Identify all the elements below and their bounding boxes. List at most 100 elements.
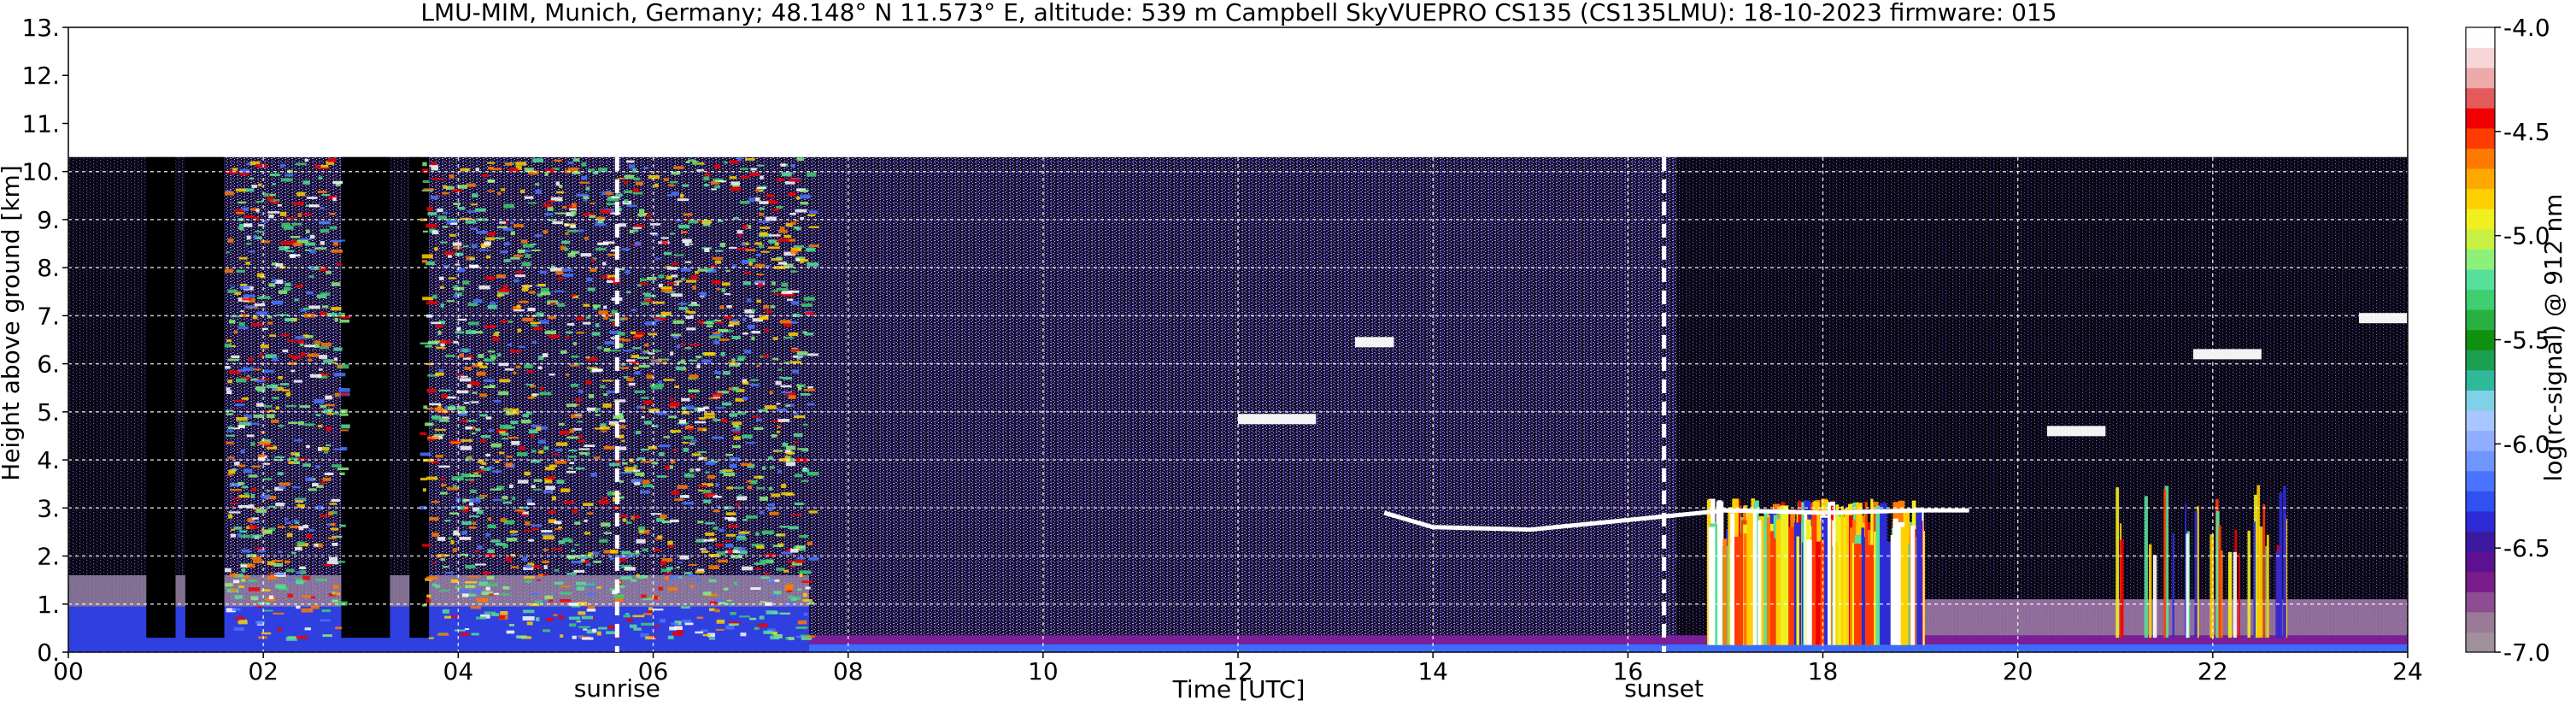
- cloud-speck: [716, 505, 721, 508]
- cloud-speck: [644, 295, 657, 297]
- cloud-speck: [729, 463, 737, 468]
- cloud-speck: [725, 533, 736, 537]
- cloud-speck: [772, 281, 776, 285]
- cloud-speck: [310, 596, 316, 599]
- cloud-speck: [327, 157, 337, 162]
- cloud-speck: [232, 497, 240, 500]
- cloud-speck: [430, 195, 438, 200]
- cloud-speck: [640, 490, 650, 494]
- cloud-speck: [240, 310, 244, 313]
- x-tick-label: 12: [1223, 657, 1253, 685]
- cloud-speck: [290, 452, 300, 456]
- cloud-speck: [759, 201, 769, 204]
- cloud-speck: [421, 544, 431, 547]
- colorbar: -4.0-4.5-5.0-5.5-6.0-6.5-7.0: [2465, 14, 2550, 667]
- cloud-speck: [251, 556, 261, 561]
- cloud-speck: [320, 164, 329, 168]
- cloud-speck: [568, 603, 579, 606]
- cloud-speck: [292, 355, 302, 360]
- cloud-speck: [249, 521, 261, 523]
- cloud-speck: [787, 298, 794, 301]
- cloud-speck: [455, 263, 461, 266]
- cloud-speck: [674, 621, 682, 626]
- cloud-speck: [329, 226, 337, 230]
- cloud-speck: [238, 327, 249, 330]
- cloud-speck: [792, 355, 803, 358]
- cloud-speck: [745, 225, 752, 229]
- cloud-speck: [522, 556, 528, 562]
- cloud-speck: [732, 388, 741, 391]
- cloud-speck: [241, 207, 249, 211]
- cloud-speck: [725, 269, 731, 273]
- cloud-speck: [293, 519, 298, 523]
- cloud-speck: [758, 244, 764, 249]
- cloud-column: [1796, 536, 1799, 645]
- cloud-speck: [228, 344, 236, 348]
- cloud-speck: [653, 595, 658, 600]
- cloud-speck: [431, 415, 441, 419]
- cloud-speck: [224, 343, 232, 348]
- cloud-speck: [689, 374, 699, 379]
- cloud-speck: [608, 421, 619, 425]
- cloud-speck: [786, 548, 792, 552]
- cloud-speck: [783, 569, 789, 573]
- cloud-speck: [232, 168, 238, 171]
- y-axis-label: Height above ground [km]: [0, 165, 25, 481]
- cloud-speck: [776, 288, 789, 291]
- cloud-speck: [631, 515, 635, 521]
- cloud-speck: [807, 541, 813, 545]
- cloud-speck: [458, 505, 467, 510]
- cloud-speck: [441, 416, 449, 419]
- cloud-speck: [246, 434, 255, 438]
- cloud-speck: [602, 262, 607, 266]
- cloud-speck: [606, 190, 612, 193]
- cloud-speck: [515, 271, 524, 274]
- cloud-speck: [241, 568, 246, 573]
- colorbar-segment: [2466, 410, 2495, 432]
- cloud-speck: [238, 504, 249, 509]
- cloud-speck: [230, 588, 237, 591]
- cloud-speck: [266, 597, 276, 602]
- cloud-speck: [330, 527, 339, 531]
- cloud-speck: [483, 385, 495, 388]
- cloud-speck: [666, 567, 673, 570]
- cloud-speck: [277, 203, 282, 207]
- cloud-speck: [492, 337, 500, 342]
- cloud-speck: [699, 485, 708, 487]
- cloud-speck: [297, 213, 302, 217]
- cloud-speck: [524, 168, 534, 173]
- cloud-speck: [481, 174, 490, 177]
- cloud-speck: [263, 478, 273, 480]
- cloud-speck: [637, 457, 645, 461]
- cloud-column: [2152, 555, 2157, 638]
- cloud-speck: [461, 521, 472, 526]
- cloud-speck: [334, 392, 340, 397]
- cloud-speck: [282, 349, 289, 353]
- cloud-speck: [249, 161, 261, 166]
- cloud-speck: [525, 254, 531, 258]
- cloud-speck: [271, 387, 279, 390]
- cloud-speck: [427, 340, 439, 345]
- colorbar-segment: [2466, 309, 2495, 331]
- cloud-speck: [248, 587, 261, 591]
- cloud-speck: [790, 177, 800, 180]
- cloud-speck: [304, 242, 316, 246]
- cloud-speck: [697, 268, 707, 272]
- cloud-speck: [571, 250, 579, 254]
- cloud-speck: [704, 492, 715, 497]
- cloud-speck: [688, 159, 696, 162]
- cloud-speck: [583, 628, 587, 631]
- cloud-speck: [258, 441, 271, 445]
- cloud-speck: [267, 527, 276, 532]
- cloud-speck: [571, 355, 578, 358]
- cloud-speck: [451, 189, 463, 192]
- cloud-speck: [713, 509, 720, 513]
- cloud-speck: [793, 415, 806, 419]
- cloud-speck: [328, 593, 337, 597]
- cloud-speck: [799, 570, 812, 574]
- cloud-speck: [790, 270, 797, 274]
- cloud-speck: [471, 244, 478, 249]
- cloud-speck: [705, 521, 715, 525]
- cloud-speck: [239, 285, 250, 290]
- cloud-speck: [585, 356, 590, 359]
